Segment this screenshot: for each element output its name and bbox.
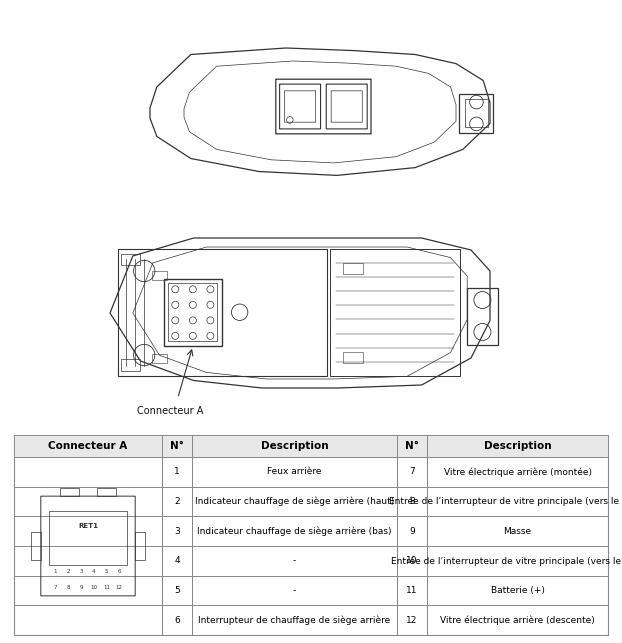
Text: 7: 7 xyxy=(409,467,415,476)
Bar xyxy=(192,435,397,457)
Bar xyxy=(14,546,162,575)
Bar xyxy=(152,271,167,280)
Text: Feux arrière: Feux arrière xyxy=(267,467,322,476)
Bar xyxy=(427,457,608,487)
Text: 2: 2 xyxy=(174,497,180,506)
Bar xyxy=(14,457,162,487)
Text: 9: 9 xyxy=(409,527,415,536)
Bar xyxy=(31,532,41,560)
Bar xyxy=(192,605,397,635)
Bar xyxy=(427,435,608,457)
Text: Batterie (+): Batterie (+) xyxy=(491,586,544,595)
Bar xyxy=(397,516,427,546)
Text: 8: 8 xyxy=(67,585,70,590)
Bar xyxy=(427,575,608,605)
Bar xyxy=(460,93,493,132)
Bar xyxy=(162,487,192,516)
Bar xyxy=(397,457,427,487)
Text: 12: 12 xyxy=(116,585,123,590)
Text: 9: 9 xyxy=(79,585,83,590)
Bar xyxy=(192,516,397,546)
Text: 2: 2 xyxy=(67,570,70,574)
Bar xyxy=(343,352,363,363)
Bar xyxy=(162,435,192,457)
Bar xyxy=(118,248,327,376)
Text: RET1: RET1 xyxy=(78,523,98,529)
Bar xyxy=(14,516,162,546)
Text: Entrée de l’interrupteur de vitre principale (vers le bas): Entrée de l’interrupteur de vitre princi… xyxy=(391,556,622,566)
Bar xyxy=(14,605,162,635)
Bar xyxy=(397,435,427,457)
Text: 11: 11 xyxy=(406,586,418,595)
Bar xyxy=(397,546,427,575)
Text: 6: 6 xyxy=(118,570,121,574)
Bar xyxy=(162,546,192,575)
Text: -: - xyxy=(293,556,296,565)
Text: Connecteur A: Connecteur A xyxy=(137,406,203,416)
Text: Vitre électrique arrière (descente): Vitre électrique arrière (descente) xyxy=(440,615,595,625)
Text: Description: Description xyxy=(484,441,551,451)
Bar xyxy=(162,457,192,487)
Text: Masse: Masse xyxy=(503,527,532,536)
Bar xyxy=(98,488,116,496)
Text: 6: 6 xyxy=(174,615,180,624)
Bar xyxy=(164,278,222,346)
Bar xyxy=(427,546,608,575)
Bar xyxy=(343,263,363,274)
Bar xyxy=(427,487,608,516)
Text: 3: 3 xyxy=(174,527,180,536)
Text: Vitre électrique arrière (montée): Vitre électrique arrière (montée) xyxy=(443,467,592,476)
Bar xyxy=(330,248,460,376)
Bar xyxy=(169,283,218,341)
Bar xyxy=(192,457,397,487)
Bar xyxy=(397,575,427,605)
Bar xyxy=(14,435,162,457)
Bar xyxy=(397,487,427,516)
Text: 12: 12 xyxy=(406,615,418,624)
Text: 5: 5 xyxy=(174,586,180,595)
Text: 1: 1 xyxy=(53,570,57,574)
Text: Interrupteur de chauffage de siège arrière: Interrupteur de chauffage de siège arriè… xyxy=(198,615,391,625)
Text: 11: 11 xyxy=(103,585,110,590)
Bar xyxy=(135,532,144,560)
Text: 10: 10 xyxy=(406,556,418,565)
Text: 5: 5 xyxy=(105,570,108,574)
Bar xyxy=(465,100,488,127)
Text: Entrée de l’interrupteur de vitre principale (vers le haut): Entrée de l’interrupteur de vitre princi… xyxy=(389,497,622,506)
Bar xyxy=(49,511,127,565)
Bar xyxy=(162,605,192,635)
Text: 7: 7 xyxy=(53,585,57,590)
Bar xyxy=(192,546,397,575)
Bar xyxy=(192,575,397,605)
Text: Indicateur chauffage de siège arrière (bas): Indicateur chauffage de siège arrière (b… xyxy=(197,527,392,536)
Text: -: - xyxy=(293,586,296,595)
Text: N°: N° xyxy=(405,441,419,451)
Text: Indicateur chauffage de siège arrière (haut): Indicateur chauffage de siège arrière (h… xyxy=(195,497,394,506)
Text: 3: 3 xyxy=(79,570,83,574)
Text: 8: 8 xyxy=(409,497,415,506)
Bar xyxy=(427,516,608,546)
Bar xyxy=(427,605,608,635)
Bar xyxy=(467,287,498,345)
Bar xyxy=(192,487,397,516)
Bar xyxy=(60,488,78,496)
Bar xyxy=(14,575,162,605)
Bar xyxy=(397,605,427,635)
Text: 4: 4 xyxy=(174,556,180,565)
Bar xyxy=(121,253,140,265)
Bar xyxy=(152,354,167,363)
Text: Description: Description xyxy=(261,441,328,451)
Text: 4: 4 xyxy=(92,570,96,574)
Bar xyxy=(14,435,608,635)
Bar xyxy=(121,359,140,371)
Text: 1: 1 xyxy=(174,467,180,476)
Text: 10: 10 xyxy=(90,585,97,590)
Bar xyxy=(14,487,162,516)
Text: N°: N° xyxy=(170,441,184,451)
Bar xyxy=(162,516,192,546)
Bar xyxy=(162,575,192,605)
Text: Connecteur A: Connecteur A xyxy=(49,441,128,451)
